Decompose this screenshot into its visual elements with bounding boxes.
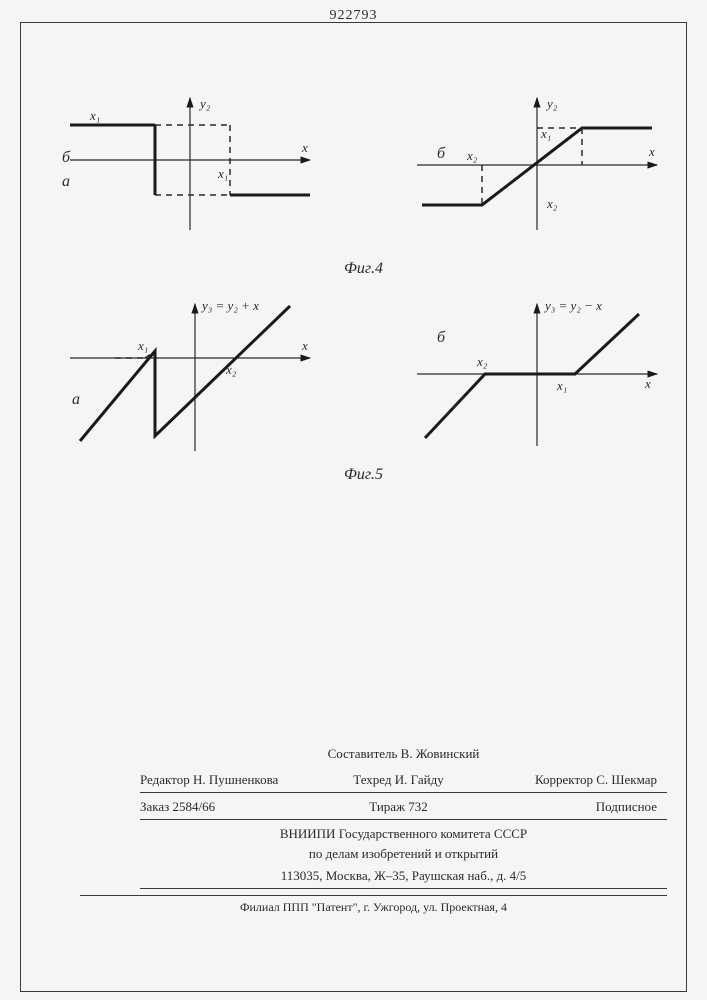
footer-org1: ВНИИПИ Государственного комитета СССР [140,820,667,846]
fig4-caption: Фиг.4 [60,260,667,278]
fig4l-x1b: x₁ [217,166,228,181]
fig4r-ylabel: y₂ [545,96,558,111]
print-line: Филиал ППП "Патент", г. Ужгород, ул. Про… [80,895,667,915]
footer-editors-row: Редактор Н. Пушненкова Техред И. Гайду К… [140,766,667,792]
fig5-right-svg: y₃ = y₂ − x x x₁ x₂ б [407,296,667,461]
footer-editor: Редактор Н. Пушненкова [140,772,312,788]
fig4l-label-b: б [62,149,71,166]
fig4-row: y₂ x x₁ x₁ б а y₂ x x₁ x₂ [60,90,667,250]
fig5-left-svg: y₃ = y₂ + x x x₁ x₂ а [60,296,320,461]
fig5r-label-b: б [437,329,446,346]
fig5-caption: Фиг.5 [60,466,667,484]
fig4l-ylabel: y₂ [198,96,211,111]
fig5r-x2: x₂ [476,354,488,369]
fig4l-x1a: x₁ [89,108,100,123]
footer-tech: Техред И. Гайду [312,772,484,788]
fig4r-label-b: б [437,145,446,162]
fig4r-x2a: x₂ [466,148,478,163]
fig5-left: y₃ = y₂ + x x x₁ x₂ а [60,296,320,456]
footer-org2: по делам изобретений и открытий [140,846,667,862]
fig4-right-svg: y₂ x x₁ x₂ x₂ б [407,90,667,250]
figures-area: y₂ x x₁ x₁ б а y₂ x x₁ x₂ [60,90,667,502]
fig4r-xlabel: x [648,144,655,159]
footer-print: Филиал ППП "Патент", г. Ужгород, ул. Про… [80,900,667,915]
fig5l-x2: x₂ [225,362,237,377]
fig5r-xlabel: x [644,376,651,391]
fig4r-x2b: x₂ [546,196,558,211]
fig4l-xlabel: x [301,140,308,155]
fig5r-ylabel: y₃ = y₂ − x [543,298,602,313]
footer-podpis: Подписное [485,799,667,815]
footer-addr: 113035, Москва, Ж–35, Раушская наб., д. … [140,862,667,888]
fig4r-x1: x₁ [540,126,551,141]
fig4-left: y₂ x x₁ x₁ б а [60,90,320,250]
fig4l-label-a: а [62,173,70,190]
footer-block: Составитель В. Жовинский Редактор Н. Пуш… [140,740,667,889]
fig5l-label-a: а [72,391,80,408]
fig5r-x1: x₁ [556,378,567,393]
fig5-right: y₃ = y₂ − x x x₁ x₂ б [407,296,667,456]
fig5-row: y₃ = y₂ + x x x₁ x₂ а y₃ = y₂ − x x x₁ x… [60,296,667,456]
fig5l-x1: x₁ [137,338,148,353]
footer-order: Заказ 2584/66 [140,799,312,815]
fig4-left-svg: y₂ x x₁ x₁ б а [60,90,320,250]
fig5l-xlabel: x [301,338,308,353]
footer-tirazh: Тираж 732 [312,799,484,815]
footer-compiler: Составитель В. Жовинский [140,740,667,766]
footer-order-row: Заказ 2584/66 Тираж 732 Подписное [140,793,667,819]
fig5l-ylabel: y₃ = y₂ + x [200,298,259,313]
footer-corrector: Корректор С. Шекмар [485,772,667,788]
fig4-right: y₂ x x₁ x₂ x₂ б [407,90,667,250]
